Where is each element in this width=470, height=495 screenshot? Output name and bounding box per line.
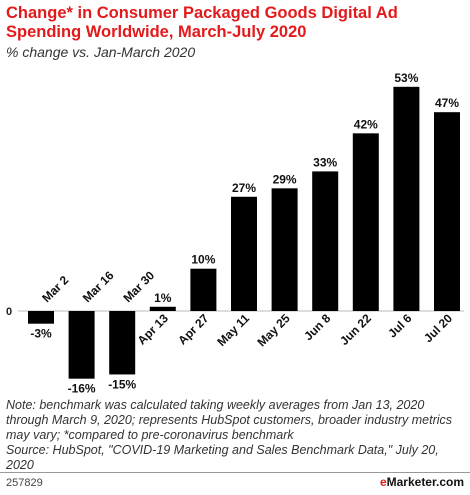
data-label: 53% <box>394 71 418 85</box>
category-label: May 25 <box>255 311 293 349</box>
chart-title: Change* in Consumer Packaged Goods Digit… <box>6 4 398 41</box>
source-text: Source: HubSpot, "COVID-19 Marketing and… <box>6 443 439 472</box>
bar <box>28 311 54 324</box>
data-label: 29% <box>273 172 297 186</box>
bar <box>312 171 339 311</box>
data-label: 33% <box>313 155 337 169</box>
data-label: 42% <box>354 117 378 131</box>
bar <box>231 196 257 311</box>
bar <box>271 188 298 311</box>
category-label: Mar 30 <box>120 268 157 305</box>
data-label: -16% <box>68 382 96 396</box>
data-label: 27% <box>232 181 256 195</box>
category-label: May 11 <box>214 311 252 349</box>
chart-notes: Note: benchmark was calculated taking we… <box>6 398 464 473</box>
data-label: -3% <box>30 327 52 341</box>
category-label: Jul 20 <box>421 311 455 345</box>
zero-axis-label: 0 <box>6 306 12 318</box>
bar <box>68 311 95 379</box>
bar <box>109 311 136 375</box>
category-label: Mar 16 <box>80 268 117 305</box>
category-label: Apr 27 <box>175 311 212 348</box>
note-text: Note: benchmark was calculated taking we… <box>6 398 453 442</box>
chart-subtitle: % change vs. Jan-March 2020 <box>6 44 196 60</box>
footer-divider <box>0 472 470 473</box>
category-label: Jun 22 <box>337 311 374 348</box>
data-label: 1% <box>154 291 172 305</box>
data-label: -15% <box>108 377 136 391</box>
bar <box>352 133 379 311</box>
bar <box>393 86 420 311</box>
category-label: Jul 6 <box>385 311 414 340</box>
data-label: 10% <box>191 253 215 267</box>
data-label: 47% <box>435 96 459 110</box>
bar <box>149 306 176 311</box>
bar <box>434 112 460 311</box>
category-label: Jun 8 <box>301 311 333 343</box>
category-label: Apr 13 <box>135 311 172 348</box>
brand-logo: eMarketer.com <box>379 475 464 489</box>
category-label: Mar 2 <box>39 273 71 305</box>
chart-id: 257829 <box>6 477 43 489</box>
bar <box>190 268 217 311</box>
bar-chart: 0 -3% Mar 2 -16% Mar 16 -15% Mar 301% Apr 13 10%… <box>6 71 464 396</box>
